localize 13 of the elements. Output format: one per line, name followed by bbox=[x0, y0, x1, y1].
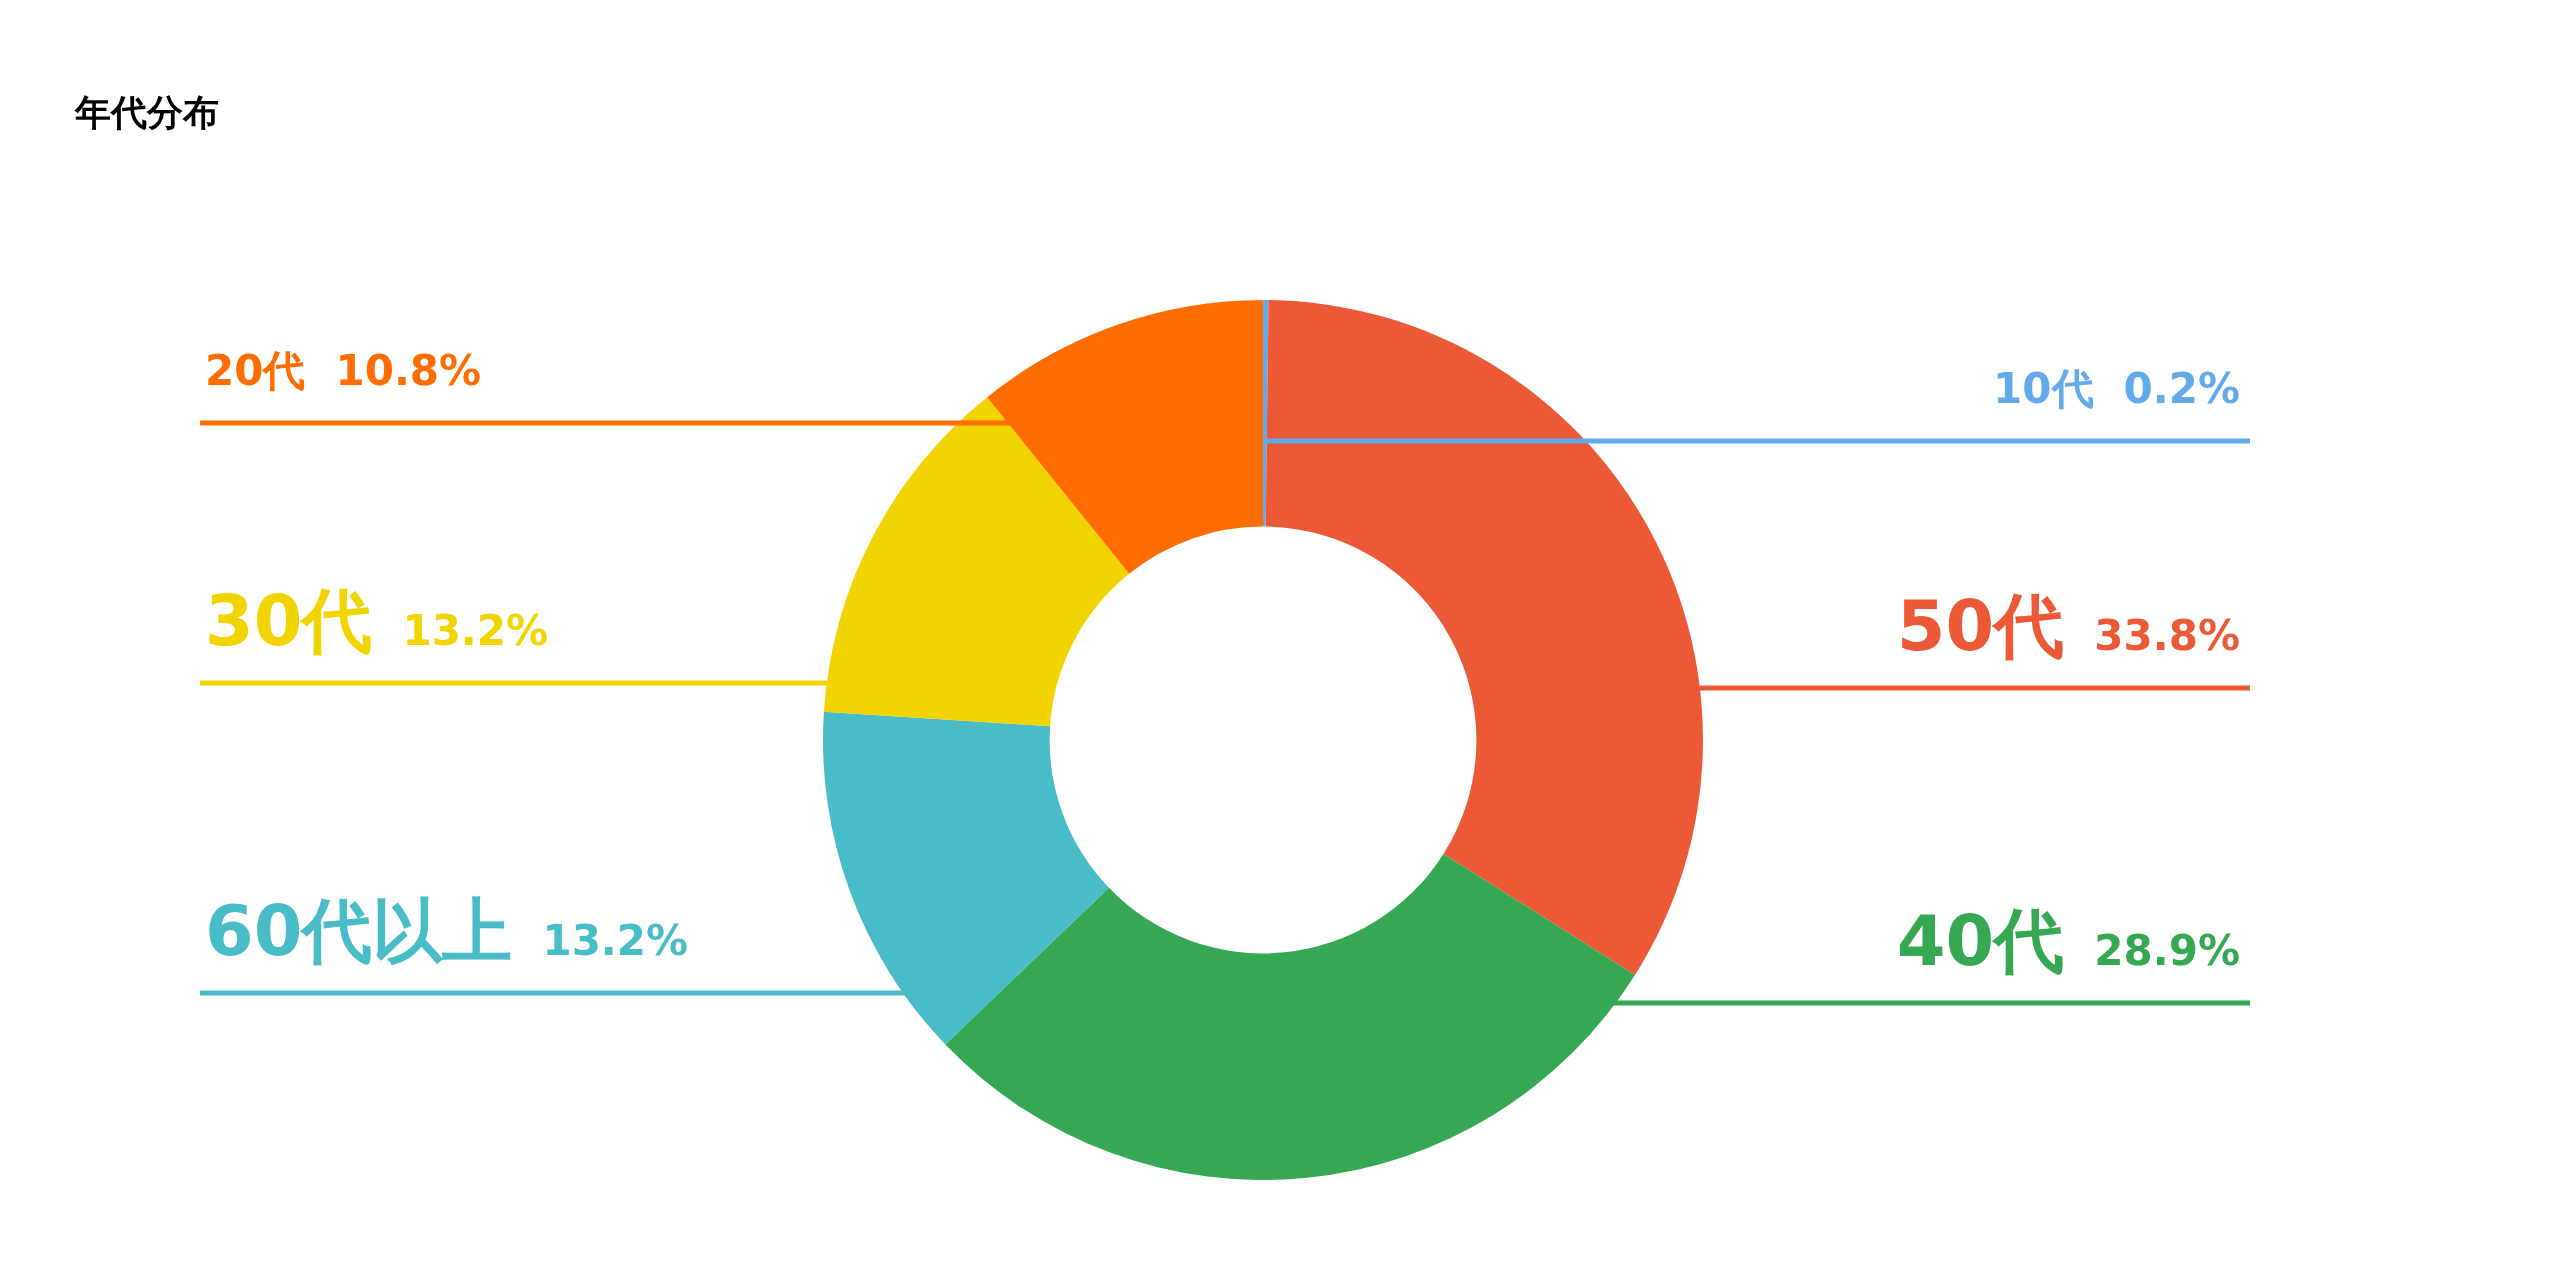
slice-label: 20代 bbox=[205, 346, 306, 395]
chart-title: 年代分布 bbox=[74, 92, 219, 133]
data-label: 33.8% bbox=[2094, 611, 2240, 660]
data-label: 10.8% bbox=[335, 346, 482, 395]
data-label: 13.2% bbox=[542, 916, 689, 965]
slice-label: 10代 bbox=[1993, 364, 2094, 413]
slice-label: 60代以上 bbox=[205, 890, 513, 972]
data-label: 28.9% bbox=[2094, 926, 2240, 975]
slice-label: 40代 bbox=[1896, 900, 2065, 982]
data-label: 0.2% bbox=[2123, 364, 2240, 413]
slice-label: 50代 bbox=[1896, 585, 2065, 667]
data-label: 13.2% bbox=[402, 606, 549, 655]
slice-label: 30代 bbox=[205, 580, 373, 662]
